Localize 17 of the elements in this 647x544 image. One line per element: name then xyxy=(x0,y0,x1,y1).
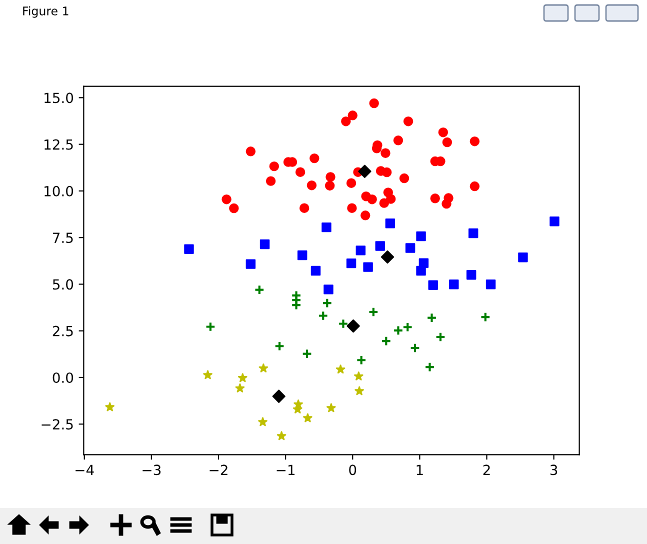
x-tick-label: −4 xyxy=(76,464,94,475)
y-tick-label: 2.5 xyxy=(52,326,73,336)
x-tick-label: 2 xyxy=(483,464,490,475)
x-tick-label: −3 xyxy=(142,464,161,476)
y-tick-label: −2.5 xyxy=(42,419,73,430)
x-tick-label: 3 xyxy=(550,464,558,476)
x-tick-label: 0 xyxy=(349,464,356,476)
x-tick-label: 1 xyxy=(416,464,423,475)
x-tick-label: −2 xyxy=(210,464,228,475)
y-tick-label: 7.5 xyxy=(53,232,73,244)
x-tick-label: −1 xyxy=(276,464,295,475)
y-tick-label: 0.0 xyxy=(52,372,74,383)
y-tick-label: 15.0 xyxy=(44,92,74,104)
y-tick-label: 12.5 xyxy=(44,139,73,150)
caption: Figure 1 xyxy=(23,6,68,18)
y-tick-label: 10.0 xyxy=(44,186,74,196)
y-tick-label: 5.0 xyxy=(52,279,74,290)
